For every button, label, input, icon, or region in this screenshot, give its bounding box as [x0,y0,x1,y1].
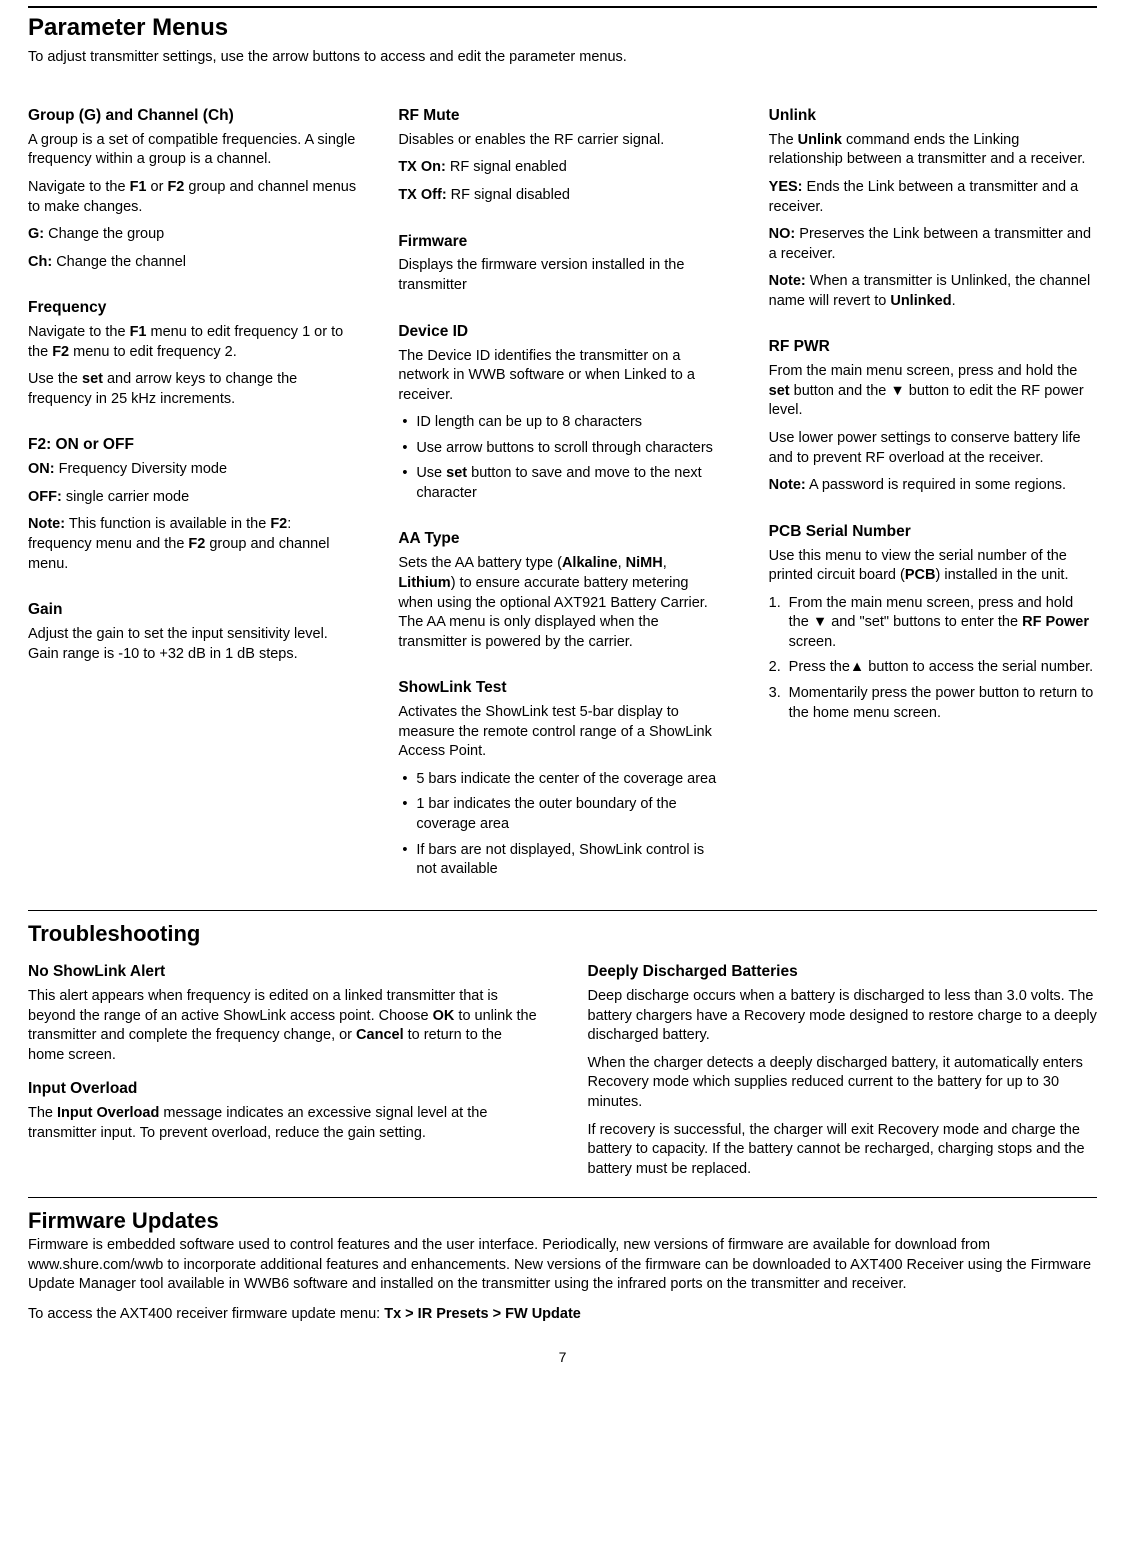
text: Navigate to the F1 or F2 group and chann… [28,178,356,217]
block-input-overload: Input Overload The Input Overload messag… [28,1079,538,1143]
showlink-list: 5 bars indicate the center of the covera… [398,770,726,880]
text: If recovery is successful, the charger w… [588,1121,1098,1180]
list-item: Use arrow buttons to scroll through char… [398,439,726,459]
text: Note: A password is required in some reg… [769,476,1097,496]
block-deep-discharge: Deeply Discharged Batteries Deep dischar… [588,962,1098,1179]
block-device-id: Device ID The Device ID identifies the t… [398,322,726,504]
troubleshooting-right: Deeply Discharged Batteries Deep dischar… [588,962,1098,1193]
block-aa-type: AA Type Sets the AA battery type (Alkali… [398,529,726,652]
heading-firmware: Firmware [398,232,726,253]
text: The Input Overload message indicates an … [28,1104,538,1143]
text: Use lower power settings to conserve bat… [769,429,1097,468]
page-title: Parameter Menus [28,12,1097,44]
heading-pcb-serial: PCB Serial Number [769,522,1097,543]
heading-aa-type: AA Type [398,529,726,550]
section-troubleshooting-title: Troubleshooting [28,919,1097,949]
pcb-steps: 1. From the main menu screen, press and … [769,594,1097,723]
text: Use this menu to view the serial number … [769,547,1097,586]
column-2: RF Mute Disables or enables the RF carri… [398,106,726,906]
heading-input-overload: Input Overload [28,1079,538,1100]
section-firmware-title: Firmware Updates [28,1206,1097,1236]
list-item: ID length can be up to 8 characters [398,413,726,433]
text: Ch: Change the channel [28,253,356,273]
heading-gain: Gain [28,600,356,621]
rule-troubleshooting [28,910,1097,911]
rule-top [28,6,1097,8]
rule-firmware [28,1197,1097,1198]
column-3: Unlink The Unlink command ends the Linki… [769,106,1097,906]
block-pcb-serial: PCB Serial Number Use this menu to view … [769,522,1097,723]
block-f2: F2: ON or OFF ON: Frequency Diversity mo… [28,435,356,574]
block-gain: Gain Adjust the gain to set the input se… [28,600,356,664]
block-firmware: Firmware Displays the firmware version i… [398,232,726,296]
block-showlink-test: ShowLink Test Activates the ShowLink tes… [398,678,726,879]
list-item: 3.Momentarily press the power button to … [769,684,1097,723]
text: When the charger detects a deeply discha… [588,1054,1098,1113]
parameter-columns: Group (G) and Channel (Ch) A group is a … [28,106,1097,906]
block-unlink: Unlink The Unlink command ends the Linki… [769,106,1097,311]
heading-device-id: Device ID [398,322,726,343]
block-frequency: Frequency Navigate to the F1 menu to edi… [28,298,356,409]
heading-f2: F2: ON or OFF [28,435,356,456]
text: OFF: single carrier mode [28,488,356,508]
text: TX On: RF signal enabled [398,158,726,178]
block-group-channel: Group (G) and Channel (Ch) A group is a … [28,106,356,272]
page-number: 7 [28,1348,1097,1367]
text: The Device ID identifies the transmitter… [398,347,726,406]
troubleshooting-left: No ShowLink Alert This alert appears whe… [28,962,538,1193]
page-intro: To adjust transmitter settings, use the … [28,48,1097,68]
text: Note: When a transmitter is Unlinked, th… [769,272,1097,311]
list-item: 1 bar indicates the outer boundary of th… [398,795,726,834]
text: Navigate to the F1 menu to edit frequenc… [28,323,356,362]
list-item: 1. From the main menu screen, press and … [769,594,1097,653]
text: ON: Frequency Diversity mode [28,460,356,480]
heading-showlink-test: ShowLink Test [398,678,726,699]
list-item: 2.Press the▲ button to access the serial… [769,658,1097,678]
block-rf-mute: RF Mute Disables or enables the RF carri… [398,106,726,206]
text: TX Off: RF signal disabled [398,186,726,206]
text: Note: This function is available in the … [28,515,356,574]
text: The Unlink command ends the Linking rela… [769,131,1097,170]
text: Adjust the gain to set the input sensiti… [28,625,356,664]
text: This alert appears when frequency is edi… [28,987,538,1065]
list-item: Use set button to save and move to the n… [398,464,726,503]
heading-unlink: Unlink [769,106,1097,127]
troubleshooting-columns: No ShowLink Alert This alert appears whe… [28,962,1097,1193]
text: Deep discharge occurs when a battery is … [588,987,1098,1046]
heading-deep-discharge: Deeply Discharged Batteries [588,962,1098,983]
heading-rf-mute: RF Mute [398,106,726,127]
text: Activates the ShowLink test 5-bar displa… [398,703,726,762]
heading-frequency: Frequency [28,298,356,319]
text: Use the set and arrow keys to change the… [28,370,356,409]
text: A group is a set of compatible frequenci… [28,131,356,170]
text: Firmware is embedded software used to co… [28,1236,1097,1295]
text: G: Change the group [28,225,356,245]
text: To access the AXT400 receiver firmware u… [28,1305,1097,1325]
heading-rf-pwr: RF PWR [769,337,1097,358]
heading-group-channel: Group (G) and Channel (Ch) [28,106,356,127]
list-item: 5 bars indicate the center of the covera… [398,770,726,790]
column-1: Group (G) and Channel (Ch) A group is a … [28,106,356,906]
text: Sets the AA battery type (Alkaline, NiMH… [398,554,726,652]
text: From the main menu screen, press and hol… [769,362,1097,421]
heading-no-showlink: No ShowLink Alert [28,962,538,983]
text: YES: Ends the Link between a transmitter… [769,178,1097,217]
firmware-updates-section: Firmware Updates Firmware is embedded so… [28,1206,1097,1324]
text: Disables or enables the RF carrier signa… [398,131,726,151]
text: NO: Preserves the Link between a transmi… [769,225,1097,264]
text: Displays the firmware version installed … [398,256,726,295]
block-rf-pwr: RF PWR From the main menu screen, press … [769,337,1097,495]
device-id-list: ID length can be up to 8 characters Use … [398,413,726,503]
block-no-showlink: No ShowLink Alert This alert appears whe… [28,962,538,1065]
list-item: If bars are not displayed, ShowLink cont… [398,841,726,880]
